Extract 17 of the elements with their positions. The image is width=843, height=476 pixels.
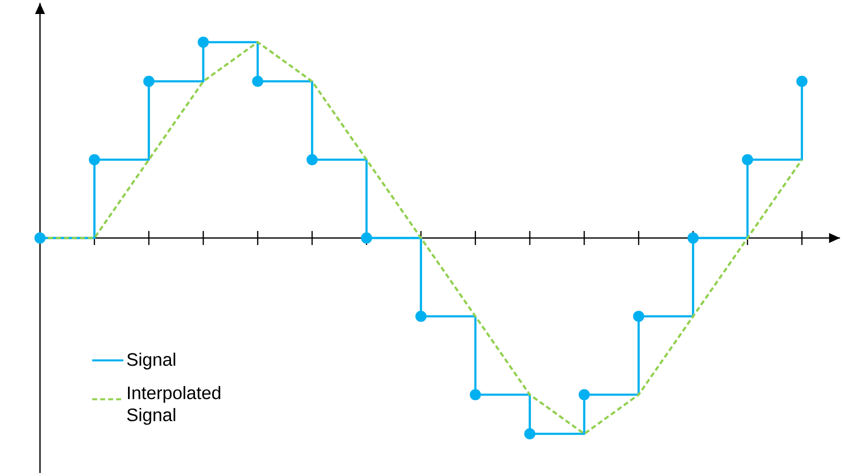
legend-label: Interpolated Signal [127,386,220,425]
point [143,76,154,87]
point [306,154,318,166]
point [524,428,536,440]
point [415,310,427,322]
point [88,154,100,166]
point [633,310,644,322]
point [34,232,46,244]
point [470,389,481,400]
legend-label: Signal [127,352,176,370]
point [687,232,699,244]
point [578,389,590,400]
point [252,76,264,87]
point [360,232,372,244]
point [198,36,209,48]
point [796,76,808,87]
point [742,154,754,166]
